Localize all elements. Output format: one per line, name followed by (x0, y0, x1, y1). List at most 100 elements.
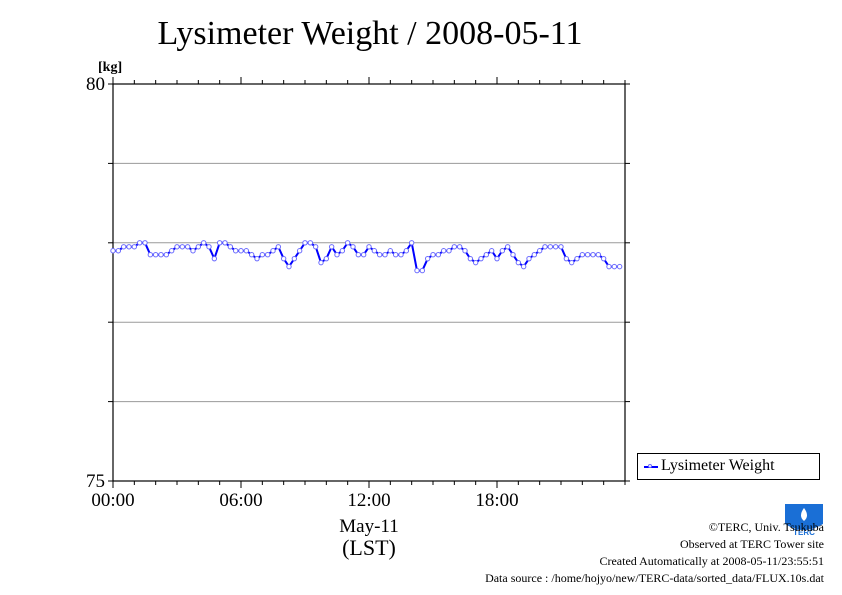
data-point (296, 248, 303, 254)
data-point (504, 244, 511, 250)
data-point (115, 248, 122, 254)
x-tick-label: 18:00 (475, 490, 518, 511)
data-point (302, 240, 308, 246)
data-point (280, 255, 287, 262)
data-point (216, 240, 223, 246)
data-point (494, 255, 500, 262)
data-point (472, 259, 479, 266)
data-point (120, 244, 127, 250)
data-point (344, 240, 351, 246)
data-source-text: Data source : /home/hojyo/new/TERC-data/… (485, 571, 824, 585)
data-point (558, 244, 564, 250)
data-point (355, 252, 362, 258)
data-point (488, 248, 495, 254)
x-tick-label: 00:00 (91, 490, 134, 511)
data-point (568, 259, 575, 266)
data-point (600, 255, 607, 262)
data-point (248, 252, 255, 258)
logo-text: TERC (793, 528, 815, 537)
data-point (131, 244, 138, 250)
data-point (398, 252, 404, 258)
data-point (328, 244, 335, 250)
x-tick-label: 06:00 (219, 490, 262, 511)
data-point (312, 244, 319, 250)
data-point (403, 248, 410, 254)
x-axis-label: May-11 (339, 516, 398, 537)
data-point (478, 255, 484, 262)
data-point (536, 248, 543, 254)
data-point (110, 248, 116, 254)
data-point (211, 255, 218, 262)
data-point (174, 244, 180, 250)
data-point (526, 255, 532, 262)
copyright-text: ©TERC, Univ. Tsukuba (708, 520, 824, 534)
data-point (307, 240, 314, 246)
data-point (563, 255, 570, 262)
legend-label: Lysimeter Weight (661, 457, 775, 474)
created-text: Created Automatically at 2008-05-11/23:5… (599, 554, 824, 568)
data-point (227, 244, 234, 250)
data-point (163, 252, 170, 258)
data-point (510, 252, 516, 258)
data-point (147, 252, 154, 258)
footer-credits: ©TERC, Univ. Tsukuba Observed at TERC To… (485, 519, 824, 587)
data-point (291, 255, 298, 262)
data-point (200, 240, 207, 246)
data-point (419, 267, 426, 274)
data-point (435, 252, 442, 258)
data-point (451, 244, 458, 250)
data-point (392, 252, 399, 258)
data-point (382, 252, 388, 258)
legend: Lysimeter Weight (637, 453, 820, 480)
data-point (270, 248, 276, 254)
logo-drop (801, 508, 807, 521)
data-point (142, 240, 148, 246)
data-point (318, 259, 324, 266)
data-point (462, 248, 468, 254)
data-point (606, 263, 612, 270)
data-point (408, 240, 415, 246)
data-point (195, 244, 202, 250)
data-point (232, 248, 239, 254)
data-point (552, 244, 559, 250)
legend-swatch (644, 464, 658, 468)
data-point (467, 255, 474, 262)
y-tick-label: 75 (86, 471, 105, 492)
data-point (590, 252, 596, 258)
data-point (126, 244, 132, 250)
data-point (574, 255, 580, 262)
data-point (611, 263, 618, 270)
data-point (184, 244, 191, 250)
data-point (206, 244, 212, 250)
data-point (376, 252, 383, 258)
data-point (286, 263, 292, 270)
series-layer (110, 240, 623, 274)
observed-text: Observed at TERC Tower site (679, 537, 824, 551)
data-point (360, 252, 367, 258)
data-point (323, 255, 330, 262)
x-tick-label: 12:00 (347, 490, 390, 511)
data-point (152, 252, 159, 258)
data-point (446, 248, 452, 254)
data-point (264, 252, 271, 258)
y-axis-unit: [kg] (98, 60, 122, 75)
data-point (158, 252, 164, 258)
data-point (547, 244, 554, 250)
data-point (579, 252, 586, 258)
data-point (238, 248, 244, 254)
data-point (616, 263, 623, 270)
data-point (222, 240, 228, 246)
data-point (190, 248, 196, 254)
data-point (371, 248, 378, 254)
grid-layer (113, 162, 625, 403)
data-point (259, 252, 266, 258)
x-axis-unit: (LST) (342, 535, 396, 560)
data-point (136, 240, 143, 246)
data-point (275, 244, 282, 250)
data-point (542, 244, 548, 250)
data-point (366, 244, 372, 250)
data-point (243, 248, 250, 254)
data-point (168, 248, 175, 254)
data-point (584, 252, 591, 258)
